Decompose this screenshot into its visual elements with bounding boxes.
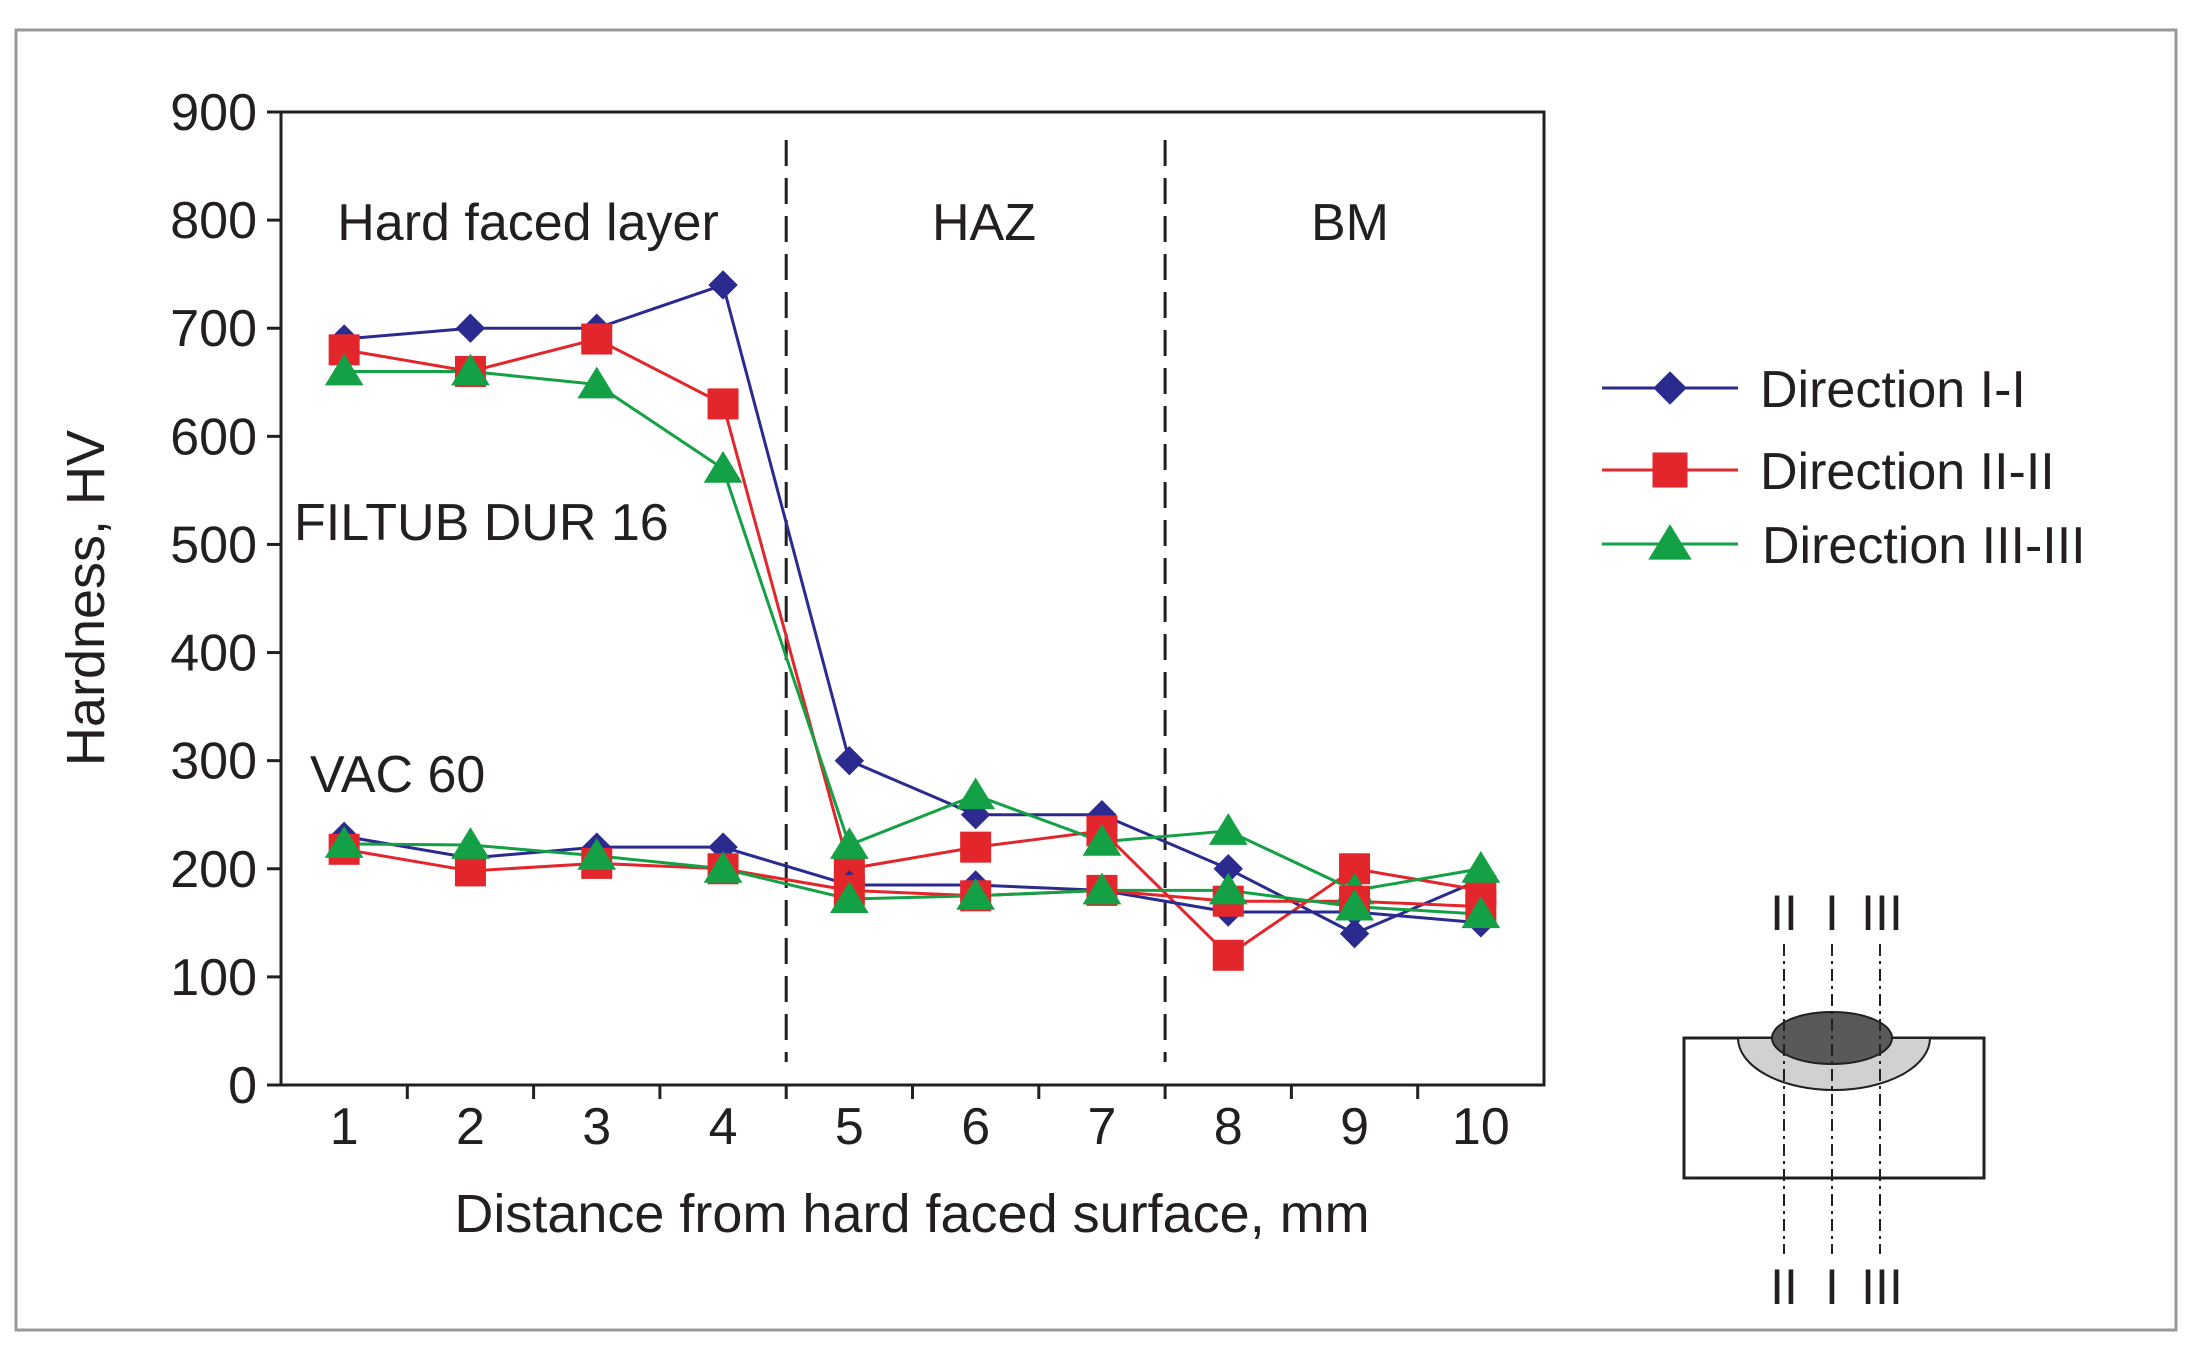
data-point-triangle: [577, 838, 617, 870]
y-tick-label: 300: [170, 733, 257, 791]
data-point-diamond: [834, 745, 865, 776]
data-point-square: [581, 323, 613, 355]
x-tick-label: 3: [582, 1098, 611, 1156]
data-point-triangle: [1082, 872, 1122, 905]
series-line-3: [344, 369, 1482, 892]
series-line-4: [343, 834, 1481, 925]
series-line-5: [343, 847, 1481, 909]
series-line-6: [344, 842, 1481, 916]
legend-marker-square: [1652, 452, 1688, 488]
specimen-schematic: II I III II I III: [1682, 885, 1986, 1315]
data-point-triangle: [324, 353, 364, 386]
schematic-bottom-label-ii: II: [1770, 1259, 1798, 1315]
figure-border: [14, 28, 2178, 1332]
data-point-triangle: [324, 826, 364, 858]
x-tick-label: 7: [1087, 1098, 1116, 1156]
data-point-triangle: [703, 451, 743, 483]
data-point-triangle: [829, 827, 869, 859]
data-point-triangle: [1335, 888, 1374, 921]
schematic-top-label-iii: III: [1861, 885, 1903, 941]
data-point-diamond: [708, 270, 738, 300]
data-point-triangle: [829, 881, 869, 913]
series-line-1: [344, 283, 1482, 936]
x-tick-label: 5: [835, 1098, 864, 1156]
schematic-bottom-label-i: I: [1825, 1259, 1839, 1315]
legend-marker-triangle: [1648, 524, 1692, 560]
data-point-diamond: [1339, 918, 1370, 949]
y-tick-label: 400: [170, 625, 257, 683]
y-tick-label: 700: [170, 300, 257, 358]
data-point-triangle: [577, 366, 617, 399]
data-point-triangle: [1461, 851, 1501, 883]
schematic-top-label-ii: II: [1770, 885, 1798, 941]
data-point-square: [1212, 939, 1244, 971]
annotation-vac-60: VAC 60: [310, 746, 485, 804]
x-axis-title: Distance from hard faced surface, mm: [454, 1184, 1369, 1244]
region-dividers: [784, 140, 1167, 1062]
x-tick-label: 10: [1452, 1098, 1510, 1156]
data-point-triangle: [703, 851, 743, 883]
y-axis-title: Hardness, HV: [56, 430, 116, 766]
region-label-hard-faced-layer: Hard faced layer: [337, 194, 719, 252]
x-tick-label: 1: [330, 1098, 359, 1156]
y-tick-label: 600: [170, 408, 257, 466]
y-tick-label: 800: [170, 192, 257, 250]
data-point-triangle: [451, 827, 490, 859]
legend-label-direction-1: Direction I-I: [1760, 361, 2026, 419]
legend-label-direction-3: Direction III-III: [1762, 517, 2086, 575]
x-axis-ticks: 1 2 3 4 5 6 7 8 9 10: [330, 1085, 1510, 1156]
legend-marker-diamond: [1653, 371, 1687, 405]
y-tick-label: 900: [170, 84, 257, 142]
legend-label-direction-2: Direction II-II: [1760, 443, 2055, 501]
x-tick-label: 9: [1340, 1098, 1369, 1156]
data-point-triangle: [956, 878, 996, 910]
legend: Direction I-I Direction II-II Direction …: [1602, 361, 2086, 575]
schematic-top-label-i: I: [1825, 885, 1839, 941]
y-tick-label: 200: [170, 841, 257, 899]
series-line-2: [343, 337, 1482, 957]
x-tick-label: 2: [456, 1098, 485, 1156]
y-tick-label: 0: [228, 1057, 257, 1115]
series-lines: [343, 283, 1482, 957]
data-point-triangle: [451, 353, 490, 386]
y-tick-label: 100: [170, 949, 257, 1007]
annotation-filtub-dur-16: FILTUB DUR 16: [294, 494, 669, 552]
data-point-square: [960, 831, 992, 863]
data-point-triangle: [1082, 823, 1122, 856]
x-tick-label: 8: [1214, 1098, 1243, 1156]
y-axis-ticks: 0 100 200 300 400 500 600 700 800 900: [170, 84, 281, 1115]
data-point-triangle: [1208, 872, 1248, 905]
region-label-haz: HAZ: [932, 194, 1036, 252]
data-point-diamond: [455, 313, 486, 343]
data-point-square: [707, 388, 739, 420]
schematic-bottom-label-iii: III: [1861, 1259, 1903, 1315]
data-point-triangle: [956, 777, 996, 810]
data-point-triangle: [1461, 896, 1501, 929]
region-label-bm: BM: [1311, 194, 1389, 252]
data-point-triangle: [1208, 813, 1248, 845]
series-markers: [324, 270, 1501, 971]
x-tick-label: 4: [709, 1098, 738, 1156]
x-tick-label: 6: [961, 1098, 990, 1156]
data-point-square: [454, 855, 486, 887]
y-tick-label: 500: [170, 516, 257, 574]
